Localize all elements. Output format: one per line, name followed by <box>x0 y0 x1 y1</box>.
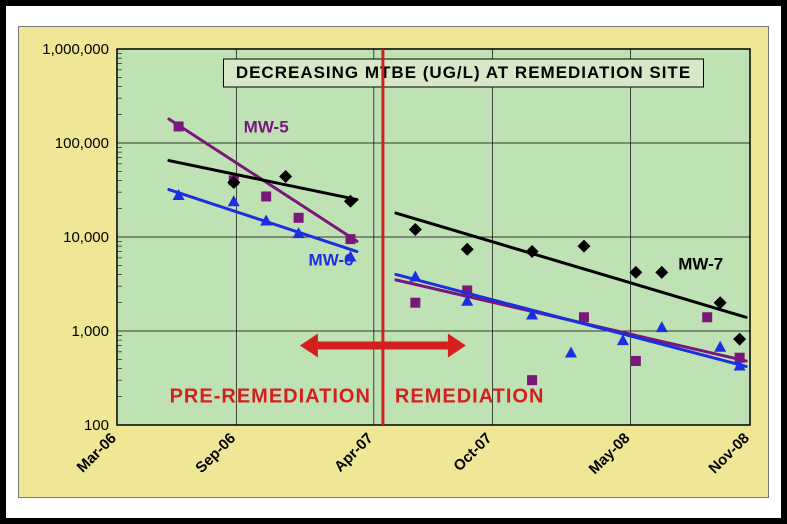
marker-square <box>527 375 537 385</box>
marker-square <box>261 191 271 201</box>
chart-outer: 1001,00010,000100,0001,000,000Mar-06Sep-… <box>18 26 769 498</box>
marker-square <box>345 234 355 244</box>
phase-label-left: PRE-REMEDIATION <box>170 386 371 408</box>
marker-square <box>579 312 589 322</box>
y-tick-label: 1,000 <box>71 323 109 340</box>
marker-square <box>410 298 420 308</box>
y-tick-label: 1,000,000 <box>42 41 109 58</box>
series-label-MW-7: MW-7 <box>678 255 723 274</box>
marker-square <box>702 312 712 322</box>
series-label-MW-5: MW-5 <box>244 117 289 136</box>
chart-frame: 1001,00010,000100,0001,000,000Mar-06Sep-… <box>0 0 787 524</box>
marker-square <box>174 121 184 131</box>
chart-title: DECREASING MTBE (UG/L) AT REMEDIATION SI… <box>236 63 691 82</box>
marker-square <box>294 213 304 223</box>
series-label-MW-6: MW-6 <box>309 250 354 269</box>
marker-square <box>631 356 641 366</box>
y-tick-label: 10,000 <box>63 229 109 246</box>
y-tick-label: 100,000 <box>55 135 109 152</box>
phase-label-right: REMEDIATION <box>395 386 545 408</box>
chart-svg: 1001,00010,000100,0001,000,000Mar-06Sep-… <box>19 27 768 497</box>
